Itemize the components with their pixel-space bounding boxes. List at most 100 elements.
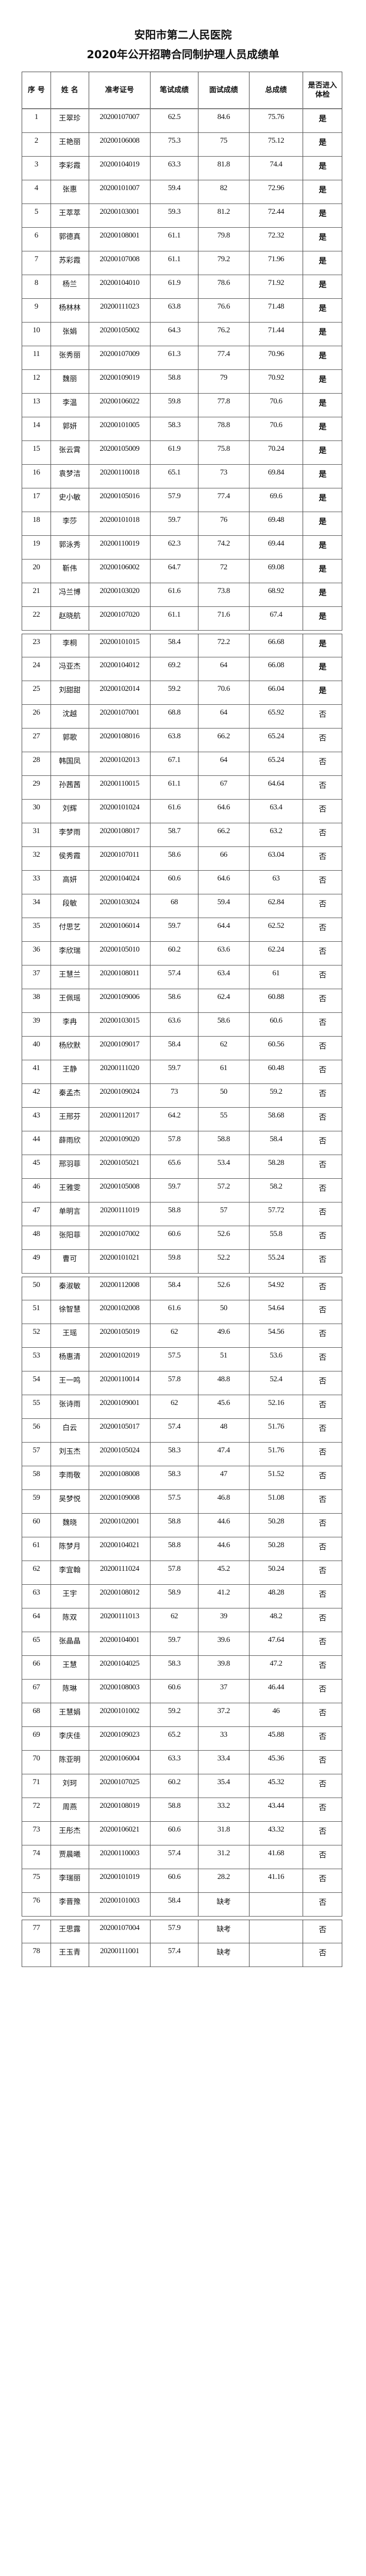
cell-seq: 57 (22, 1443, 51, 1466)
cell-total: 47.64 (249, 1632, 304, 1655)
cell-interview: 37.2 (198, 1703, 249, 1726)
cell-seq: 14 (22, 417, 51, 440)
cell-written: 61.6 (151, 1300, 198, 1324)
cell-name: 张诗雨 (51, 1395, 89, 1418)
cell-interview: 79.8 (198, 228, 249, 251)
table-row: 19 郭泳秀 20200110019 62.3 74.2 69.44 是 (22, 536, 342, 560)
cell-written: 61.6 (151, 800, 198, 823)
cell-written: 59.7 (151, 918, 198, 941)
cell-written: 63.8 (151, 299, 198, 322)
cell-interview: 46.8 (198, 1490, 249, 1513)
cell-physical-exam: 否 (319, 1329, 326, 1338)
cell-ticket: 20200101021 (89, 1250, 151, 1273)
cell-ticket: 20200103020 (89, 583, 151, 606)
cell-seq: 15 (22, 441, 51, 464)
table-row: 75 李瑞丽 20200101019 60.6 28.2 41.16 否 (22, 1869, 342, 1893)
cell-ticket: 20200101024 (89, 800, 151, 823)
cell-interview: 64.4 (198, 918, 249, 941)
cell-ticket: 20200109017 (89, 1037, 151, 1060)
cell-ticket: 20200105009 (89, 441, 151, 464)
table-row: 55 张诗雨 20200109001 62 45.6 52.16 否 (22, 1395, 342, 1419)
table-row: 57 刘玉杰 20200105024 58.3 47.4 51.76 否 (22, 1443, 342, 1466)
cell-interview: 81.2 (198, 204, 249, 227)
cell-total: 65.24 (249, 752, 304, 775)
cell-total (249, 1943, 304, 1967)
table-row: 1 王翠珍 20200107007 62.5 84.6 75.76 是 (22, 109, 342, 133)
cell-name: 王萃萃 (51, 204, 89, 227)
cell-ticket: 20200108008 (89, 1466, 151, 1489)
cell-interview: 73.8 (198, 583, 249, 606)
cell-seq: 24 (22, 657, 51, 681)
cell-total: 71.44 (249, 323, 304, 346)
cell-ticket: 20200106014 (89, 918, 151, 941)
cell-name: 李雨敬 (51, 1466, 89, 1489)
cell-written: 58.9 (151, 1585, 198, 1608)
cell-seq: 47 (22, 1202, 51, 1226)
cell-written: 59.7 (151, 1179, 198, 1202)
cell-written: 68.8 (151, 705, 198, 728)
cell-interview: 79.2 (198, 251, 249, 275)
cell-ticket: 20200105021 (89, 1155, 151, 1178)
cell-written: 61.6 (151, 583, 198, 606)
cell-seq: 50 (22, 1277, 51, 1300)
cell-total: 71.92 (249, 275, 304, 298)
cell-interview: 缺考 (198, 1893, 249, 1916)
cell-name: 郭泳秀 (51, 536, 89, 559)
cell-name: 杨林林 (51, 299, 89, 322)
cell-interview: 77.4 (198, 346, 249, 369)
cell-ticket: 20200108003 (89, 1680, 151, 1703)
cell-name: 李温 (51, 394, 89, 417)
table-row: 30 刘辉 20200101024 61.6 64.6 63.4 否 (22, 800, 342, 823)
cell-name: 王翠珍 (51, 109, 89, 132)
cell-written: 59.7 (151, 1632, 198, 1655)
cell-total: 71.96 (249, 251, 304, 275)
cell-ticket: 20200110014 (89, 1371, 151, 1395)
cell-physical-exam: 是 (319, 256, 326, 265)
cell-physical-exam: 否 (319, 1518, 326, 1528)
cell-interview: 75.8 (198, 441, 249, 464)
table-row: 52 王瑶 20200105019 62 49.6 54.56 否 (22, 1324, 342, 1348)
cell-physical-exam: 是 (319, 398, 326, 408)
cell-name: 薛雨欣 (51, 1131, 89, 1155)
table-row: 54 王一鸣 20200110014 57.8 48.8 52.4 否 (22, 1371, 342, 1395)
cell-physical-exam: 否 (319, 1183, 326, 1193)
cell-total: 58.68 (249, 1108, 304, 1131)
cell-name: 郭德真 (51, 228, 89, 251)
cell-physical-exam: 否 (319, 852, 326, 861)
cell-interview: 33.2 (198, 1798, 249, 1821)
cell-ticket: 20200102013 (89, 752, 151, 775)
cell-physical-exam: 是 (319, 564, 326, 573)
cell-seq: 39 (22, 1013, 51, 1036)
cell-physical-exam: 否 (319, 1948, 326, 1957)
cell-physical-exam: 否 (319, 1207, 326, 1216)
cell-interview: 47.4 (198, 1443, 249, 1466)
table-row: 65 张晶晶 20200104001 59.7 39.6 47.64 否 (22, 1632, 342, 1656)
cell-seq: 63 (22, 1585, 51, 1608)
cell-physical-exam: 否 (319, 1089, 326, 1098)
table-row: 26 沈越 20200107001 68.8 64 65.92 否 (22, 705, 342, 728)
cell-name: 沈越 (51, 705, 89, 728)
cell-seq: 31 (22, 823, 51, 846)
cell-name: 曹可 (51, 1250, 89, 1273)
cell-physical-exam: 否 (319, 709, 326, 719)
cell-interview: 44.6 (198, 1514, 249, 1537)
cell-interview: 缺考 (198, 1943, 249, 1967)
cell-ticket: 20200101019 (89, 1869, 151, 1892)
cell-name: 王慧兰 (51, 965, 89, 989)
cell-interview: 71.6 (198, 607, 249, 630)
cell-interview: 45.6 (198, 1395, 249, 1418)
cell-physical-exam: 否 (319, 1826, 326, 1836)
cell-total: 71.48 (249, 299, 304, 322)
cell-written: 58.6 (151, 989, 198, 1012)
cell-ticket: 20200111020 (89, 1060, 151, 1083)
cell-seq: 37 (22, 965, 51, 989)
cell-interview: 44.6 (198, 1537, 249, 1561)
cell-interview: 35.4 (198, 1774, 249, 1798)
cell-total: 70.92 (249, 370, 304, 393)
cell-physical-exam: 是 (319, 351, 326, 360)
cell-seq: 25 (22, 681, 51, 704)
cell-total: 60.88 (249, 989, 304, 1012)
cell-total: 45.88 (249, 1727, 304, 1750)
cell-physical-exam: 是 (319, 303, 326, 313)
cell-interview: 64.6 (198, 800, 249, 823)
